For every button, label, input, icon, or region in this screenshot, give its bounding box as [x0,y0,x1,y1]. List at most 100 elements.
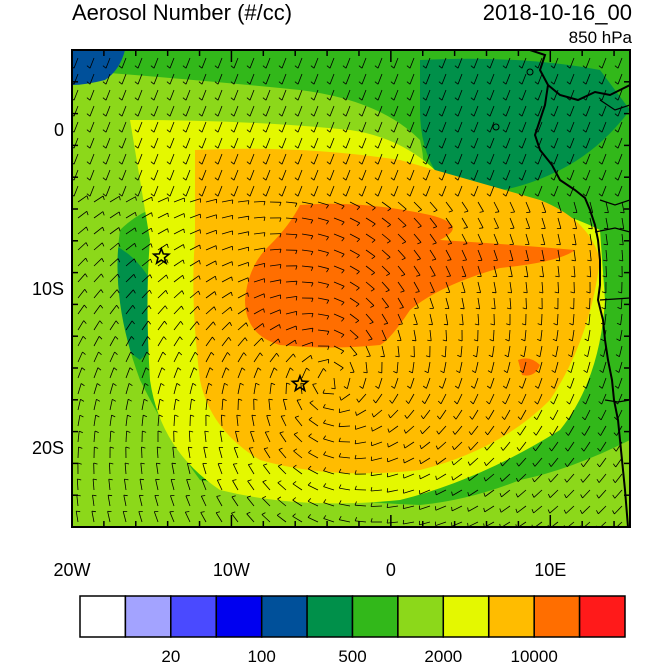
wind-barb [506,361,511,373]
wind-barb-flag [310,219,314,224]
wind-barb [93,211,104,219]
wind-barb [205,306,215,315]
wind-barb [457,57,463,69]
wind-barb-flag [535,370,540,373]
wind-barb [77,446,79,459]
wind-barb-flag [118,211,121,216]
wind-barb [76,495,79,507]
wind-barb [569,377,575,389]
wind-barb-flag [201,495,206,497]
wind-barb-flag [159,398,164,402]
wind-barb-flag [310,251,314,256]
wind-barb [441,169,447,181]
wind-barb [237,200,249,203]
wind-barb-flag [502,81,507,85]
wind-barb-flag [374,177,379,181]
wind-barb-flag [483,477,486,482]
wind-barb-flag [370,518,373,523]
wind-barb-flag [310,81,315,85]
wind-barb [125,274,135,283]
wind-barb [221,245,233,251]
wind-barb-flag [141,446,146,449]
wind-barb [397,345,400,357]
wind-barb-flag [579,509,583,514]
wind-barb [200,495,207,507]
wind-barb [457,121,463,133]
wind-barb [403,489,415,494]
wind-barb [323,422,335,427]
wind-barb [620,313,623,325]
wind-barb-flag [86,195,89,200]
wind-barb [537,169,543,181]
wind-barb-flag [295,281,298,286]
wind-barb [584,409,591,420]
wind-barb [249,137,255,149]
wind-barb [285,353,294,363]
wind-barb [361,153,367,165]
wind-barb-flag [231,511,236,514]
wind-barb-flag [612,463,617,468]
wind-barb-flag [478,243,483,245]
wind-barb [231,496,239,507]
wind-barb-flag [101,258,105,263]
wind-barb [413,265,421,276]
wind-barb [109,320,117,331]
wind-barb-flag [470,400,474,405]
wind-barb-flag [277,496,282,500]
wind-barb [109,258,119,267]
wind-barb [217,57,223,69]
wind-barb-flag [135,196,137,201]
wind-barb-flag [323,368,327,372]
colorbar-label: 10000 [510,647,558,666]
wind-barb-flag [370,471,373,476]
wind-barb [189,352,196,363]
wind-barb [345,137,351,149]
wind-barb-flag [82,351,86,355]
wind-barb-flag [484,461,487,466]
wind-barb [436,489,447,496]
wind-barb-flag [598,145,603,149]
wind-barb-flag [162,351,166,356]
wind-barb-flag [230,145,235,149]
wind-barb-flag [164,305,168,310]
wind-barb [461,313,464,325]
wind-barb [393,153,399,165]
wind-barb-flag [438,97,443,101]
wind-barb [263,448,271,459]
wind-barb-flag [338,516,342,520]
colorbar-label: 500 [338,647,367,666]
wind-barb [153,105,159,117]
wind-barb-flag [263,201,266,206]
wind-barb [391,393,399,404]
wind-barb [205,321,214,331]
wind-barb-flag [420,415,424,420]
wind-barb-flag [109,446,115,449]
wind-barb-flag [581,447,585,452]
wind-barb-flag [425,355,430,358]
wind-barb-flag [134,81,139,85]
wind-barb-flag [518,177,523,181]
wind-barb-flag [150,97,155,101]
wind-barb-flag [145,367,150,371]
wind-barb-flag [395,355,400,358]
wind-barb-flag [358,193,363,197]
wind-barb [429,249,437,260]
wind-barb [445,217,453,228]
y-tick-label: 0 [53,119,64,140]
wind-barb [604,313,607,325]
wind-barb [123,495,127,507]
wind-barb [441,137,447,149]
wind-barb-flag [470,177,475,181]
wind-barb-flag [582,145,587,149]
colorbar-swatch [533,595,581,638]
wind-barb [537,393,543,405]
wind-barb-flag [602,275,607,278]
wind-barb [124,479,127,491]
wind-barb-flag [238,398,243,401]
wind-barb [460,345,463,357]
wind-barb-flag [440,370,445,374]
wind-barb-flag [276,352,280,357]
wind-barb-flag [341,237,345,242]
wind-barb-flag [181,305,184,310]
wind-barb-flag [134,177,139,181]
